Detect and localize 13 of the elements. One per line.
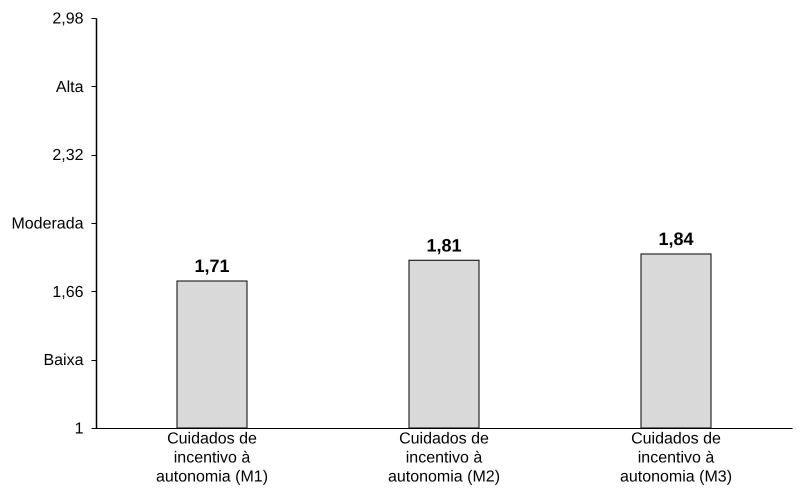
y-tick-label: 1 bbox=[74, 420, 84, 438]
y-tick-label: Alta bbox=[56, 78, 84, 96]
y-tick-label: Baixa bbox=[43, 352, 84, 370]
y-tick-label: 2,98 bbox=[52, 10, 84, 28]
y-tick-label: 1,66 bbox=[52, 284, 84, 301]
data-label: 1,84 bbox=[658, 229, 694, 250]
y-tick-label: 2,32 bbox=[52, 147, 84, 164]
data-label: 1,71 bbox=[194, 256, 230, 276]
data-label: 1,81 bbox=[426, 235, 462, 256]
x-tick-label: Cuidados de incentivo à autonomia (M3) bbox=[620, 430, 732, 486]
y-tick-label: Moderada bbox=[11, 216, 84, 232]
x-tick-label: Cuidados de incentivo à autonomia (M2) bbox=[388, 430, 500, 486]
x-tick-label: Cuidados de incentivo à autonomia (M1) bbox=[156, 430, 268, 486]
